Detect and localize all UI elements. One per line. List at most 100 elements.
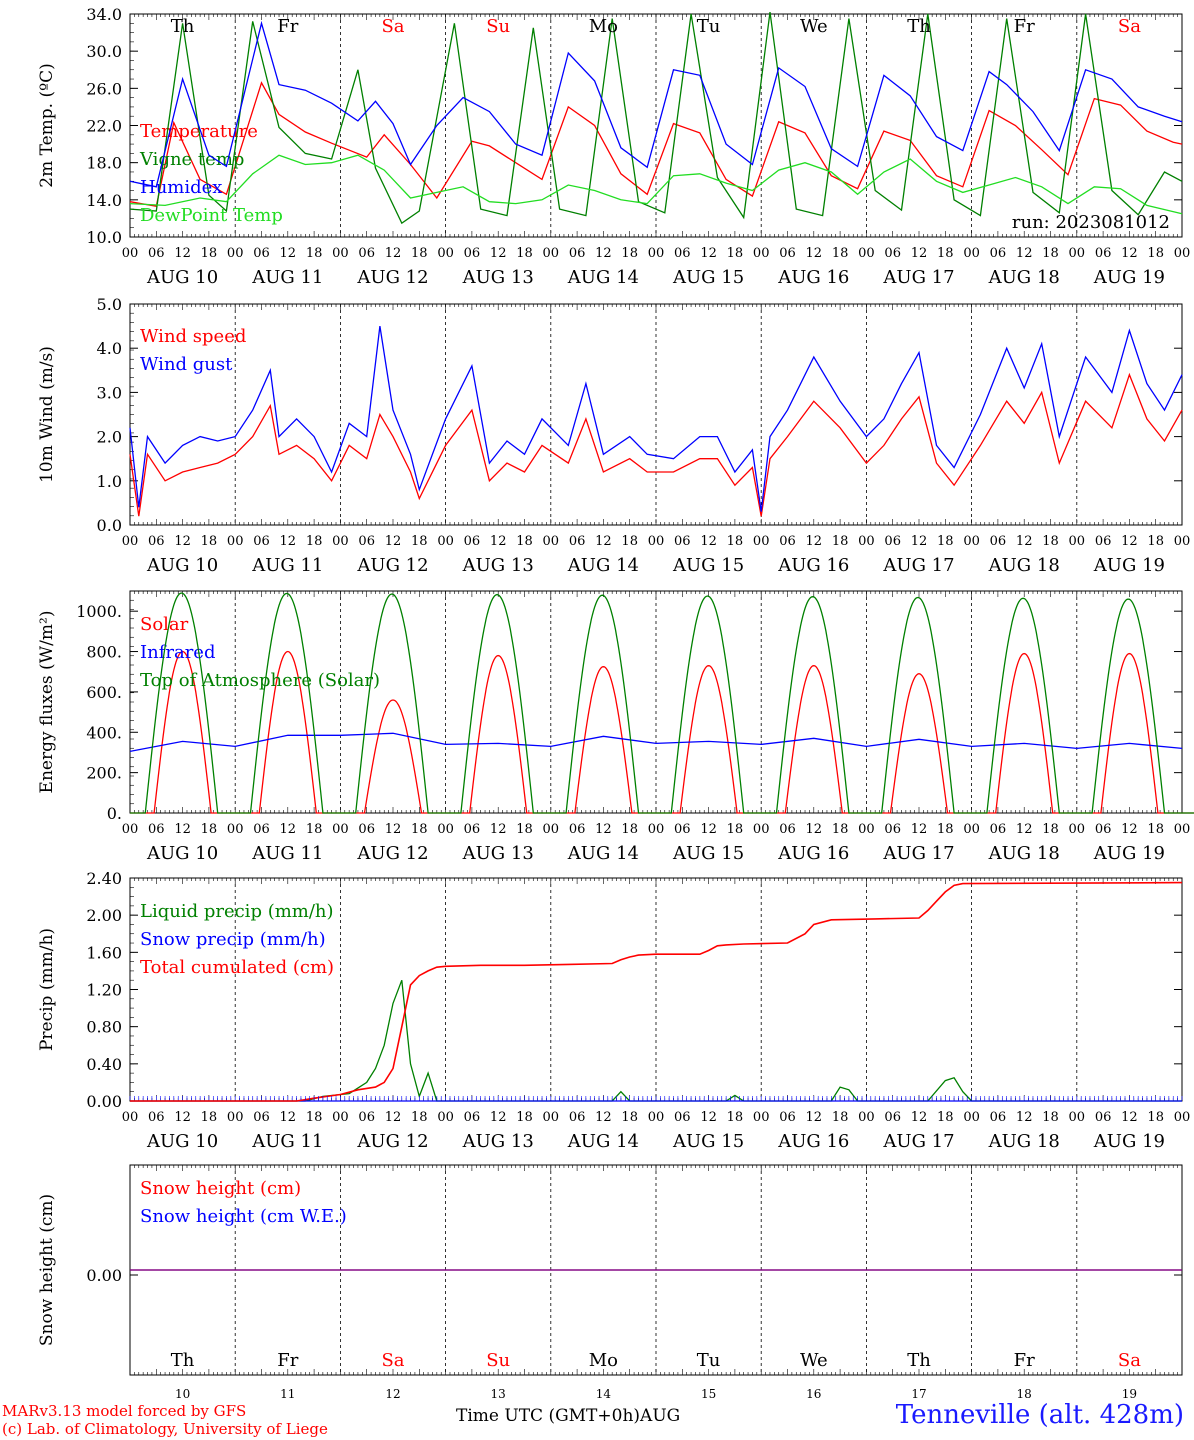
hour-tick-label: 18 bbox=[306, 246, 323, 261]
hour-tick-label: 06 bbox=[884, 1110, 901, 1125]
weekday-label: Th bbox=[171, 1350, 195, 1371]
day-number-label: 15 bbox=[701, 1387, 716, 1401]
date-label: AUG 13 bbox=[462, 267, 534, 288]
hour-tick-label: 00 bbox=[543, 534, 560, 549]
hour-tick-label: 18 bbox=[727, 246, 744, 261]
hour-tick-label: 06 bbox=[990, 246, 1007, 261]
date-label: AUG 17 bbox=[882, 267, 954, 288]
weekday-label: Th bbox=[907, 16, 931, 37]
day-number-label: 16 bbox=[806, 1387, 821, 1401]
y-tick-label: 1.60 bbox=[86, 943, 122, 962]
station-name: Tenneville (alt. 428m) bbox=[895, 1400, 1184, 1430]
y-axis-label: Snow height (cm) bbox=[37, 1194, 57, 1346]
weekday-label: Th bbox=[171, 16, 195, 37]
hour-tick-label: 00 bbox=[648, 1110, 665, 1125]
date-label: AUG 14 bbox=[567, 843, 639, 864]
hour-tick-label: 12 bbox=[595, 822, 612, 837]
series-line-wind-speed bbox=[129, 372, 1183, 517]
hour-tick-label: 12 bbox=[1016, 1110, 1033, 1125]
legend-entry: DewPoint Temp bbox=[140, 205, 283, 226]
hour-tick-label: 18 bbox=[727, 534, 744, 549]
plot-frame bbox=[129, 13, 1183, 238]
hour-tick-label: 12 bbox=[174, 534, 191, 549]
hour-tick-label: 06 bbox=[253, 534, 270, 549]
hour-tick-label: 06 bbox=[358, 822, 375, 837]
legend-entry: Vigne temp bbox=[139, 149, 244, 170]
hour-tick-label: 00 bbox=[122, 1110, 139, 1125]
hour-tick-label: 18 bbox=[1147, 534, 1164, 549]
y-tick-label: 1.0 bbox=[97, 472, 122, 491]
hour-tick-label: 12 bbox=[806, 246, 823, 261]
hour-tick-label: 00 bbox=[753, 246, 770, 261]
weekday-label: Mo bbox=[589, 16, 618, 37]
hour-tick-label: 18 bbox=[727, 822, 744, 837]
hour-tick-label: 00 bbox=[648, 822, 665, 837]
hour-tick-label: 00 bbox=[648, 534, 665, 549]
hour-tick-label: 00 bbox=[122, 534, 139, 549]
hour-tick-label: 06 bbox=[779, 246, 796, 261]
hour-tick-label: 18 bbox=[1147, 1110, 1164, 1125]
legend-entry: Wind gust bbox=[140, 354, 233, 375]
hour-tick-label: 06 bbox=[464, 534, 481, 549]
weekday-label: Su bbox=[486, 16, 510, 37]
hour-tick-label: 06 bbox=[253, 246, 270, 261]
hour-tick-label: 06 bbox=[464, 1110, 481, 1125]
y-tick-label: 0.00 bbox=[86, 1092, 122, 1111]
legend-entry: Humidex bbox=[140, 177, 222, 198]
hour-tick-label: 06 bbox=[1095, 1110, 1112, 1125]
y-tick-label: 1.20 bbox=[86, 981, 122, 1000]
date-label: AUG 14 bbox=[567, 267, 639, 288]
hour-tick-label: 00 bbox=[1174, 246, 1191, 261]
hour-tick-label: 18 bbox=[832, 1110, 849, 1125]
hour-tick-label: 00 bbox=[437, 246, 454, 261]
hour-tick-label: 12 bbox=[595, 1110, 612, 1125]
date-label: AUG 18 bbox=[988, 555, 1060, 576]
hour-tick-label: 18 bbox=[1042, 534, 1059, 549]
hour-tick-label: 18 bbox=[621, 534, 638, 549]
hour-tick-label: 12 bbox=[490, 246, 507, 261]
y-tick-label: 3.0 bbox=[97, 383, 122, 402]
hour-tick-label: 00 bbox=[648, 246, 665, 261]
hour-tick-label: 06 bbox=[148, 534, 165, 549]
series-line-humidex bbox=[129, 20, 1183, 188]
hour-tick-label: 18 bbox=[516, 1110, 533, 1125]
time-axis-label: Time UTC (GMT+0h) bbox=[456, 1406, 641, 1426]
hour-tick-label: 00 bbox=[963, 246, 980, 261]
weekday-label: Tu bbox=[697, 1350, 721, 1371]
hour-tick-label: 12 bbox=[1016, 246, 1033, 261]
hour-tick-label: 06 bbox=[779, 1110, 796, 1125]
day-number-label: 13 bbox=[491, 1387, 506, 1401]
hour-tick-label: 00 bbox=[1069, 822, 1086, 837]
hour-tick-label: 12 bbox=[806, 534, 823, 549]
hour-tick-label: 06 bbox=[148, 1110, 165, 1125]
hour-tick-label: 18 bbox=[201, 246, 218, 261]
hour-tick-label: 00 bbox=[858, 822, 875, 837]
weekday-label: We bbox=[800, 1350, 828, 1371]
hour-tick-label: 00 bbox=[753, 534, 770, 549]
date-label: AUG 17 bbox=[882, 555, 954, 576]
date-label: AUG 12 bbox=[356, 843, 428, 864]
hour-tick-label: 06 bbox=[674, 534, 691, 549]
date-label: AUG 18 bbox=[988, 843, 1060, 864]
y-tick-label: 2.40 bbox=[86, 869, 122, 888]
date-label: AUG 19 bbox=[1093, 555, 1165, 576]
date-label: AUG 15 bbox=[672, 1131, 744, 1152]
hour-tick-label: 18 bbox=[306, 534, 323, 549]
series-line-wind-gust bbox=[129, 325, 1183, 512]
date-label: AUG 11 bbox=[251, 267, 323, 288]
hour-tick-label: 18 bbox=[832, 534, 849, 549]
hour-tick-label: 06 bbox=[464, 822, 481, 837]
hour-tick-label: 06 bbox=[779, 534, 796, 549]
hour-tick-label: 12 bbox=[1121, 534, 1138, 549]
hour-tick-label: 18 bbox=[1147, 822, 1164, 837]
hour-tick-label: 18 bbox=[201, 822, 218, 837]
date-label: AUG 12 bbox=[356, 555, 428, 576]
hour-tick-label: 06 bbox=[358, 1110, 375, 1125]
time-axis-title: Time UTC (GMT+0h)AUG bbox=[456, 1406, 680, 1426]
date-label: AUG 10 bbox=[146, 555, 218, 576]
hour-tick-label: 18 bbox=[937, 534, 954, 549]
hour-tick-label: 00 bbox=[332, 822, 349, 837]
series-line-dewpoint-temp bbox=[129, 154, 1183, 215]
hour-tick-label: 00 bbox=[1069, 534, 1086, 549]
